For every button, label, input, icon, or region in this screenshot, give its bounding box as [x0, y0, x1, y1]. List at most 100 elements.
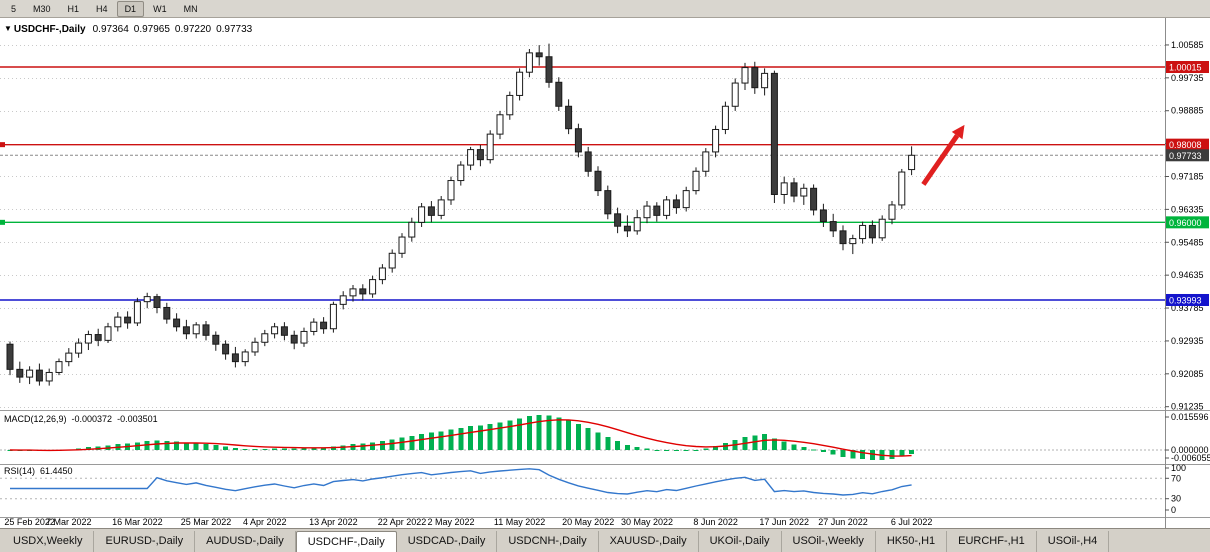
- macd-histogram-bar: [487, 424, 493, 451]
- timeframe-button-w1[interactable]: W1: [153, 3, 167, 14]
- macd-histogram-bar: [438, 431, 444, 451]
- timeframe-button-5[interactable]: 5: [11, 3, 17, 14]
- chart-canvas[interactable]: 1.005850.997350.988850.980350.971850.963…: [0, 17, 1210, 528]
- timeframe-button-mn[interactable]: MN: [183, 3, 198, 14]
- price-tick-label: 0.95485: [1171, 237, 1204, 247]
- candle-body: [261, 333, 269, 343]
- macd-histogram-bar: [860, 450, 866, 460]
- macd-histogram-bar: [409, 435, 415, 451]
- chart-tab-ukoil-daily[interactable]: UKOil-,Daily: [699, 531, 782, 552]
- timeframe-button-m30[interactable]: M30: [33, 3, 51, 14]
- macd-histogram-bar: [291, 448, 297, 451]
- chart-tab-bar: USDX,Weekly EURUSD-,Daily AUDUSD-,Daily USD…: [0, 528, 1210, 552]
- timeframe-button-h4[interactable]: H4: [96, 3, 108, 14]
- chart-tab-usdchf-daily[interactable]: USDCHF-,Daily: [295, 531, 397, 552]
- timeframe-button-h1[interactable]: H1: [67, 3, 80, 14]
- chart-tab-usoil-weekly[interactable]: USOil-,Weekly: [782, 531, 876, 552]
- chart-tab-hk50-h1[interactable]: HK50-,H1: [876, 531, 948, 552]
- candle-body: [104, 326, 112, 341]
- resistance-upper-badge: [1166, 60, 1209, 73]
- candle-body: [908, 154, 916, 171]
- candle-body: [418, 206, 426, 223]
- chart-tab-audusd-daily[interactable]: AUDUSD-,Daily: [195, 531, 296, 552]
- candle-body: [163, 306, 171, 320]
- macd-axis-label: 0.015596: [1171, 412, 1209, 422]
- candle-body: [26, 369, 34, 378]
- trend-arrow[interactable]: [921, 134, 960, 186]
- date-label: 25 Feb 2022: [4, 517, 55, 527]
- chart-tab-xauusd-daily[interactable]: XAUUSD-,Daily: [599, 531, 699, 552]
- macd-histogram-bar: [183, 442, 189, 451]
- candle-body: [633, 217, 641, 232]
- candle-body: [133, 301, 141, 324]
- candle-body: [761, 72, 769, 89]
- candle-body: [888, 204, 896, 220]
- candle-body: [878, 218, 886, 239]
- resistance-upper-badge-text: 1.00015: [1169, 62, 1202, 72]
- chart-tab-eurusd-daily[interactable]: EURUSD-,Daily: [94, 531, 196, 552]
- macd-histogram-bar: [262, 448, 268, 451]
- candle-body: [535, 52, 543, 58]
- candle-body: [476, 149, 484, 161]
- macd-histogram-bar: [850, 450, 856, 459]
- macd-histogram-bar: [232, 448, 238, 451]
- date-label: 11 May 2022: [494, 517, 545, 527]
- resistance-lower-anchor[interactable]: [0, 142, 5, 148]
- macd-histogram-bar: [370, 442, 376, 451]
- macd-histogram-bar: [164, 441, 170, 451]
- candle-body: [819, 209, 827, 223]
- chart-tab-usoil-h4[interactable]: USOil-,H4: [1037, 531, 1110, 552]
- candle-body: [712, 128, 720, 153]
- macd-histogram-bar: [419, 433, 425, 451]
- candle-body: [84, 334, 92, 344]
- price-tick-label: 0.94635: [1171, 270, 1204, 280]
- macd-histogram-bar: [811, 449, 817, 451]
- date-label: 20 May 2022: [562, 517, 614, 527]
- price-tick-label: 0.98885: [1171, 106, 1204, 116]
- macd-histogram-bar: [762, 434, 768, 451]
- date-label: 16 Mar 2022: [112, 517, 163, 527]
- chart-tab-usdx-weekly[interactable]: USDX,Weekly: [2, 531, 95, 552]
- macd-histogram-bar: [174, 441, 180, 451]
- macd-histogram: [7, 415, 915, 460]
- macd-histogram-bar: [154, 440, 160, 451]
- timeframe-button-d1[interactable]: D1: [116, 0, 145, 17]
- candle-body: [849, 238, 857, 245]
- chart-tab-usdcnh-daily[interactable]: USDCNH-,Daily: [497, 531, 599, 552]
- macd-histogram-bar: [830, 450, 836, 455]
- trend-arrow-head[interactable]: [951, 124, 965, 140]
- candle-body: [45, 371, 53, 382]
- macd-histogram-bar: [801, 446, 807, 451]
- candle-body: [555, 81, 563, 107]
- candle-body: [790, 182, 798, 197]
- macd-histogram-bar: [497, 422, 503, 451]
- date-label: 22 Apr 2022: [378, 517, 427, 527]
- macd-histogram-bar: [556, 417, 562, 451]
- resistance-lower-badge-text: 0.98008: [1169, 140, 1202, 150]
- macd-histogram-bar: [752, 435, 758, 451]
- macd-histogram-bar: [654, 450, 660, 452]
- candle-body: [565, 105, 573, 130]
- price-tick-label: 0.99735: [1171, 73, 1204, 83]
- candle-body: [810, 187, 818, 211]
- chart-tab-eurchf-h1[interactable]: EURCHF-,H1: [947, 531, 1037, 552]
- candle-body: [271, 326, 279, 335]
- candle-body: [692, 170, 700, 192]
- candle-body: [369, 279, 377, 295]
- macd-histogram-bar: [575, 424, 581, 451]
- candle-body: [868, 224, 876, 239]
- candle-body: [731, 82, 739, 107]
- chart-tab-usdcad-daily[interactable]: USDCAD-,Daily: [397, 531, 498, 552]
- candle-body: [437, 199, 445, 216]
- macd-histogram-bar: [379, 441, 385, 451]
- candle-body: [859, 224, 867, 240]
- candle-body: [388, 252, 396, 269]
- candle-body: [721, 105, 729, 130]
- macd-histogram-bar: [448, 429, 454, 451]
- macd-histogram-bar: [507, 420, 513, 451]
- candle-body: [584, 151, 592, 172]
- macd-signal-line: [9, 419, 912, 457]
- support-blue-badge: [1166, 293, 1209, 306]
- support-green-anchor[interactable]: [0, 219, 5, 225]
